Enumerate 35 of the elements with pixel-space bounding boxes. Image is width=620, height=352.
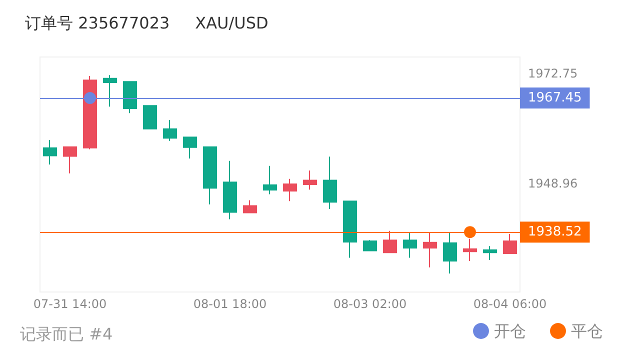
candlestick: [463, 238, 477, 262]
candlestick: [303, 170, 317, 190]
candlestick: [383, 230, 397, 254]
ref-line-label: 1938.52: [528, 224, 582, 240]
chart-title: 订单号 235677023 XAU/USD: [25, 14, 268, 32]
y-tick-label: 1972.75: [528, 66, 578, 80]
candlestick: [123, 81, 137, 114]
candlestick: [403, 232, 417, 258]
candlestick: [103, 74, 117, 108]
text: 记录而已 #4: [20, 324, 113, 344]
candlestick: [263, 165, 277, 195]
candlestick: [443, 232, 457, 274]
candlestick: [243, 200, 257, 214]
candlestick: [163, 120, 177, 142]
candlestick: [203, 146, 217, 205]
legend-label: 开仓: [494, 322, 526, 340]
candlestick: [43, 139, 57, 166]
candlestick: [363, 240, 377, 252]
candlestick: [423, 232, 437, 268]
legend-label: 平仓: [571, 322, 603, 340]
candlestick: [323, 156, 337, 210]
x-tick-label: 07-31 14:00: [33, 297, 107, 311]
y-tick-label: 1948.96: [528, 176, 578, 191]
candlestick: [283, 178, 297, 202]
candlestick: [483, 246, 497, 261]
ref-line-label: 1967.45: [528, 90, 582, 106]
candlestick: [343, 200, 357, 258]
x-tick-label: 08-04 06:00: [473, 297, 547, 311]
candlestick: [223, 160, 237, 220]
candlestick: [63, 146, 77, 174]
candlestick: [503, 234, 517, 254]
candlestick: [183, 136, 197, 160]
x-tick-label: 08-01 18:00: [193, 297, 267, 311]
x-tick-label: 08-03 02:00: [333, 297, 407, 311]
candlestick: [143, 105, 157, 130]
